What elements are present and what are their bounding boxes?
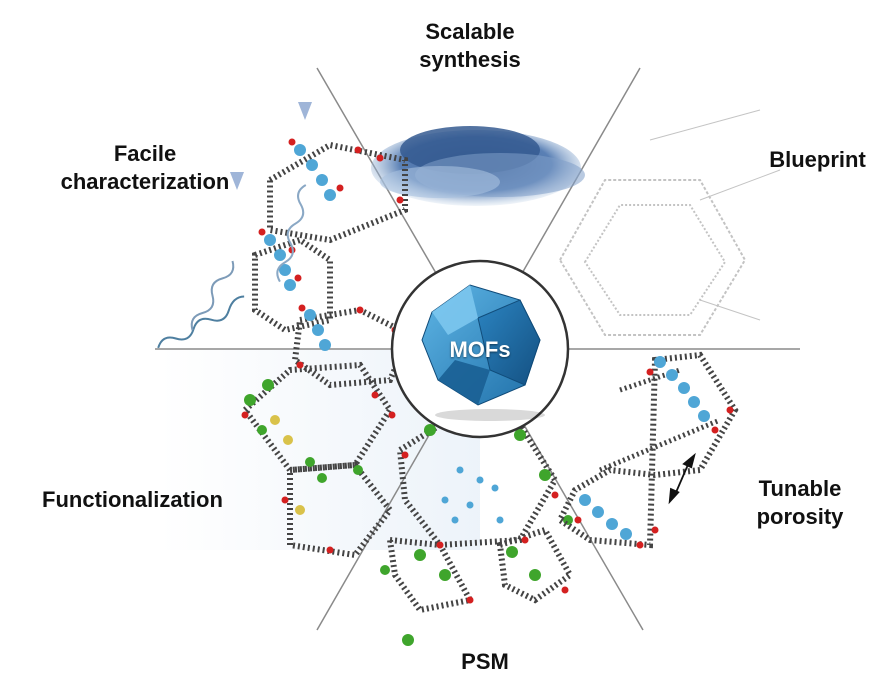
powder-cloud xyxy=(371,126,585,206)
double-arrow xyxy=(668,452,696,505)
framework-green-left xyxy=(240,361,396,559)
wave-arrowheads xyxy=(230,102,312,190)
mofs-label: MOFs xyxy=(449,337,511,362)
label-blueprint: Blueprint xyxy=(769,147,866,172)
characterization-waves xyxy=(157,184,307,349)
label-functionalization: Functionalization xyxy=(42,487,223,512)
label-facile-characterization: Facile characterization xyxy=(60,141,230,194)
label-scalable-synthesis: Scalable synthesis xyxy=(419,19,521,72)
label-psm: PSM xyxy=(461,649,509,674)
framework-blue-right xyxy=(556,351,739,549)
label-tunable-porosity: Tunable porosity xyxy=(756,476,844,529)
center-hub xyxy=(390,259,570,439)
mofs-polyhedron xyxy=(421,284,545,421)
blueprint-wireframe xyxy=(558,109,781,336)
framework-blue-topleft xyxy=(252,138,414,389)
